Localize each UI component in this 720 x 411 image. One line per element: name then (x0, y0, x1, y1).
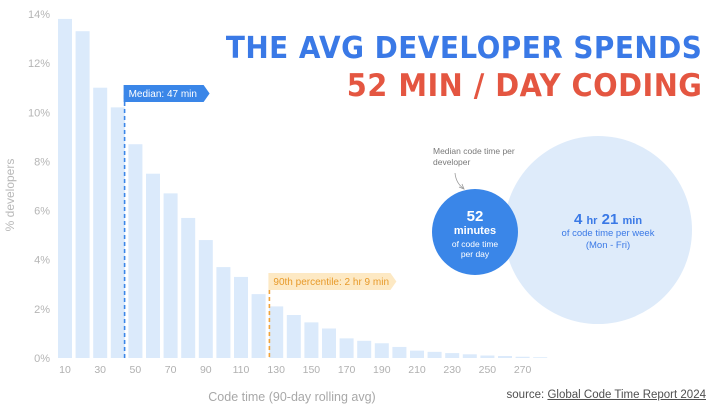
y-tick-label: 12% (28, 58, 50, 70)
x-tick-label: 30 (94, 364, 106, 376)
bar (392, 346, 407, 358)
weekly-minutes: 21 (601, 211, 619, 228)
y-axis-label: % developers (3, 159, 17, 232)
y-tick-label: 14% (28, 9, 50, 21)
bar (146, 173, 160, 358)
bar (480, 355, 495, 358)
source-prefix: source: (506, 389, 548, 401)
weekly-circle-text: 4 hr 21 min of code time per week (Mon -… (548, 211, 668, 252)
bar (357, 340, 372, 358)
bar (251, 294, 266, 358)
bar (427, 351, 442, 358)
bar (286, 315, 301, 358)
reference-label: 90th percentile: 2 hr 9 min (273, 277, 389, 288)
x-tick-label: 230 (443, 364, 461, 376)
x-tick-label: 270 (514, 364, 532, 376)
bar (269, 306, 284, 358)
daily-caption: of code time per day (451, 239, 499, 259)
source-citation: source: Global Code Time Report 2024 (507, 389, 706, 401)
y-tick-label: 10% (28, 107, 50, 119)
source-link[interactable]: Global Code Time Report 2024 (547, 389, 706, 401)
bar (304, 322, 319, 358)
x-tick-label: 10 (59, 364, 71, 376)
weekly-hours: 4 (573, 211, 583, 228)
bar (533, 357, 548, 358)
weekly-caption: of code time per week (561, 228, 655, 239)
x-tick-label: 250 (479, 364, 497, 376)
weekly-hours-unit: hr (586, 215, 598, 227)
bar (234, 276, 248, 358)
y-tick-label: 4% (34, 255, 50, 267)
x-tick-label: 110 (233, 364, 250, 376)
bar (339, 338, 354, 358)
x-tick-label: 170 (338, 364, 356, 376)
daily-unit: minutes (453, 225, 497, 237)
x-tick-label: 190 (373, 364, 391, 376)
x-tick-label: 90 (200, 364, 212, 376)
bar (198, 240, 213, 358)
headline-line-1: THE AVG DEVELOPER SPENDS (225, 31, 702, 66)
reference-label-tag (123, 85, 210, 102)
y-tick-label: 8% (34, 156, 50, 168)
bar (498, 356, 512, 358)
reference-label: Median: 47 min (129, 89, 197, 100)
x-tick-label: 50 (130, 364, 142, 376)
bar (93, 87, 108, 358)
y-tick-label: 0% (34, 353, 50, 365)
bar (163, 193, 178, 358)
daily-value: 52 (466, 208, 484, 225)
bar (58, 18, 72, 359)
y-tick-label: 2% (34, 304, 50, 316)
weekly-value: 4 hr 21 min (548, 211, 668, 228)
x-tick-label: 210 (408, 364, 426, 376)
y-tick-label: 6% (34, 206, 50, 218)
daily-circle-text: 52 minutes of code time per day (432, 208, 518, 259)
headline-line-2: 52 MIN / DAY CODING (346, 68, 702, 104)
bar (410, 350, 424, 358)
x-axis-label: Code time (90-day rolling avg) (208, 390, 375, 404)
bar (216, 267, 231, 358)
weekly-days: (Mon - Fri) (585, 240, 631, 251)
bar (462, 354, 477, 358)
x-tick-label: 130 (267, 364, 285, 376)
bar (374, 343, 389, 358)
bar (110, 107, 125, 358)
weekly-minutes-unit: min (622, 215, 643, 227)
bar (181, 217, 196, 358)
reference-label-tag (268, 273, 397, 290)
x-tick-label: 70 (165, 364, 177, 376)
median-note: Median code time per developer (433, 146, 515, 167)
bar (515, 356, 530, 358)
x-tick-label: 150 (303, 364, 321, 376)
bar (128, 144, 143, 358)
bar (75, 31, 90, 358)
bar (322, 328, 336, 358)
bar (445, 353, 460, 358)
